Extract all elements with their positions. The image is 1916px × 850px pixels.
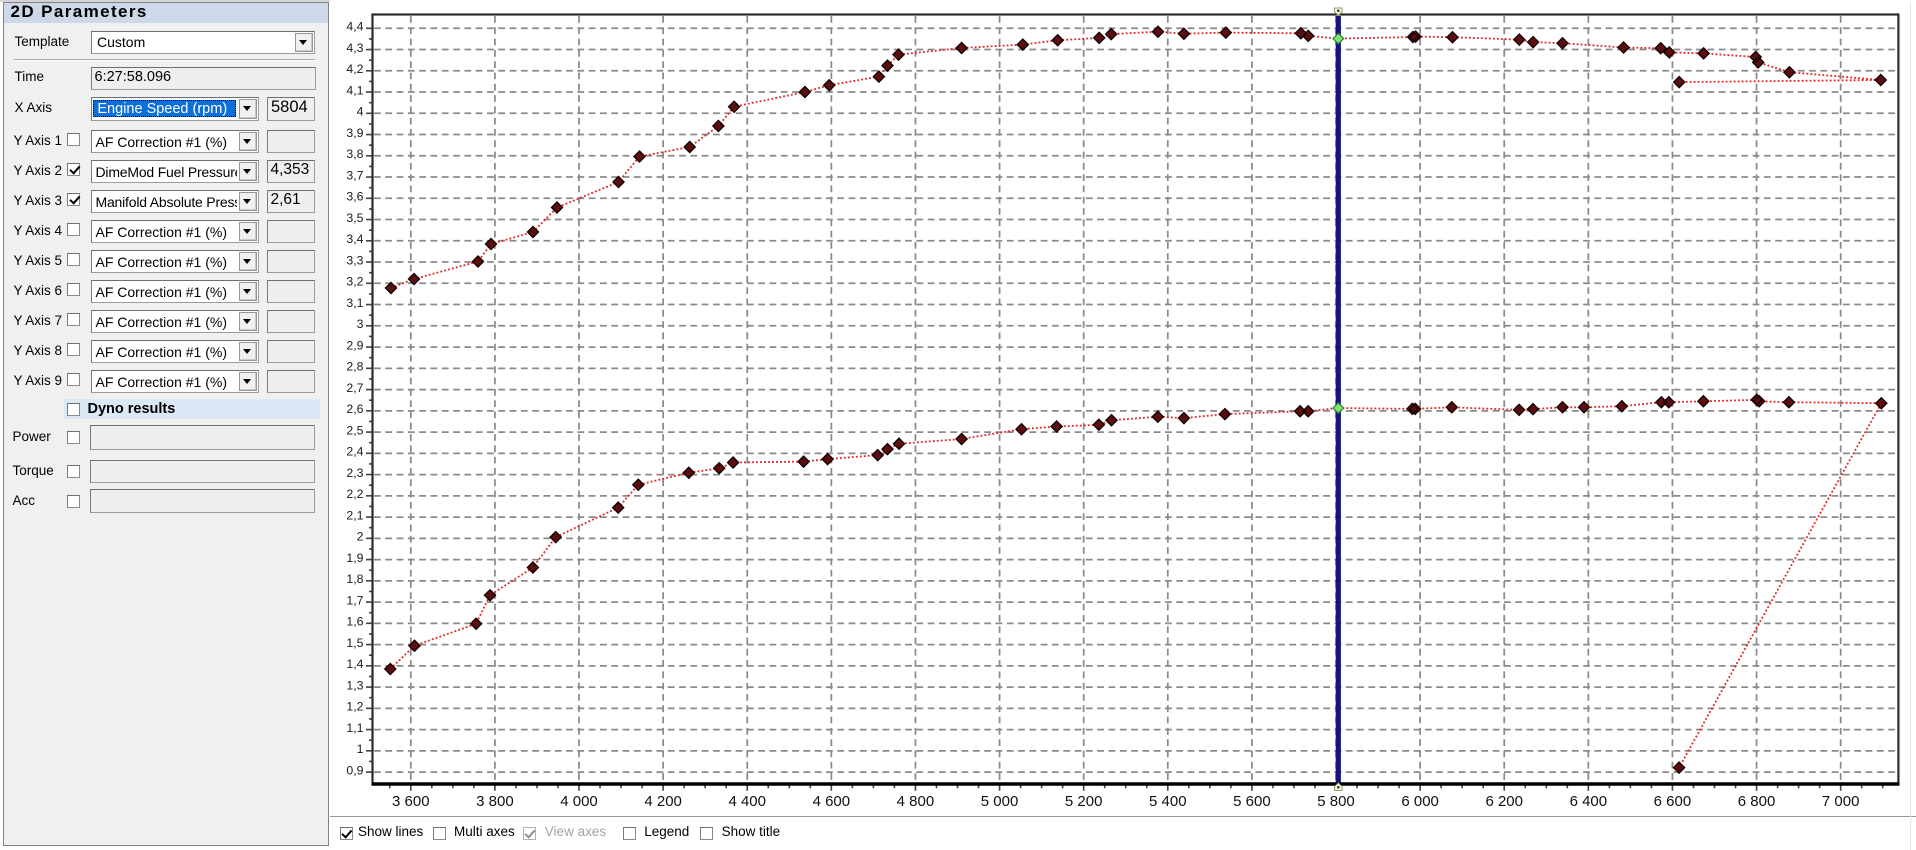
svg-text:1,6: 1,6 xyxy=(346,615,363,629)
svg-text:4 200: 4 200 xyxy=(644,793,682,810)
svg-text:7 000: 7 000 xyxy=(1822,793,1860,810)
svg-text:6 600: 6 600 xyxy=(1654,793,1692,810)
svg-text:4,1: 4,1 xyxy=(346,83,363,97)
svg-text:4 800: 4 800 xyxy=(897,793,935,810)
svg-text:4 400: 4 400 xyxy=(728,793,766,810)
svg-text:6 000: 6 000 xyxy=(1401,793,1439,810)
svg-text:1,9: 1,9 xyxy=(346,551,363,565)
svg-text:2,2: 2,2 xyxy=(346,487,363,501)
svg-text:4,4: 4,4 xyxy=(346,20,363,34)
svg-text:5 000: 5 000 xyxy=(981,793,1019,810)
svg-text:3 800: 3 800 xyxy=(476,793,514,810)
svg-text:1,3: 1,3 xyxy=(346,678,363,692)
svg-text:3,5: 3,5 xyxy=(346,211,363,225)
svg-text:6 400: 6 400 xyxy=(1570,793,1608,810)
svg-text:6 200: 6 200 xyxy=(1485,793,1523,810)
svg-text:3,4: 3,4 xyxy=(346,232,363,246)
svg-text:1,8: 1,8 xyxy=(346,572,363,586)
svg-text:4: 4 xyxy=(357,105,364,119)
svg-text:2: 2 xyxy=(357,530,364,544)
svg-text:1,7: 1,7 xyxy=(346,593,363,607)
svg-text:5 800: 5 800 xyxy=(1317,793,1355,810)
svg-text:4,3: 4,3 xyxy=(346,41,363,55)
svg-text:1,4: 1,4 xyxy=(346,657,363,671)
svg-text:3,3: 3,3 xyxy=(346,253,363,267)
svg-text:3,2: 3,2 xyxy=(346,275,363,289)
svg-text:4 600: 4 600 xyxy=(813,793,851,810)
svg-text:2,4: 2,4 xyxy=(346,445,363,459)
svg-text:2,1: 2,1 xyxy=(346,508,363,522)
svg-text:2,5: 2,5 xyxy=(346,423,363,437)
svg-text:1: 1 xyxy=(357,742,364,756)
svg-text:3 600: 3 600 xyxy=(392,793,430,810)
svg-text:3,1: 3,1 xyxy=(346,296,363,310)
svg-text:2,7: 2,7 xyxy=(346,381,363,395)
svg-text:3,9: 3,9 xyxy=(346,126,363,140)
svg-text:5 400: 5 400 xyxy=(1149,793,1187,810)
svg-text:6 800: 6 800 xyxy=(1738,793,1776,810)
svg-text:3,7: 3,7 xyxy=(346,168,363,182)
svg-text:1,2: 1,2 xyxy=(346,700,363,714)
svg-text:0,9: 0,9 xyxy=(346,763,363,777)
svg-text:1,5: 1,5 xyxy=(346,636,363,650)
svg-text:3,6: 3,6 xyxy=(346,190,363,204)
svg-text:2,3: 2,3 xyxy=(346,466,363,480)
svg-text:4 000: 4 000 xyxy=(560,793,598,810)
svg-text:5 200: 5 200 xyxy=(1065,793,1103,810)
svg-text:2,8: 2,8 xyxy=(346,360,363,374)
svg-text:3,8: 3,8 xyxy=(346,147,363,161)
svg-text:5 600: 5 600 xyxy=(1233,793,1271,810)
svg-text:2,9: 2,9 xyxy=(346,338,363,352)
svg-text:1,1: 1,1 xyxy=(346,721,363,735)
svg-text:4,2: 4,2 xyxy=(346,62,363,76)
svg-text:3: 3 xyxy=(357,317,364,331)
svg-text:2,6: 2,6 xyxy=(346,402,363,416)
